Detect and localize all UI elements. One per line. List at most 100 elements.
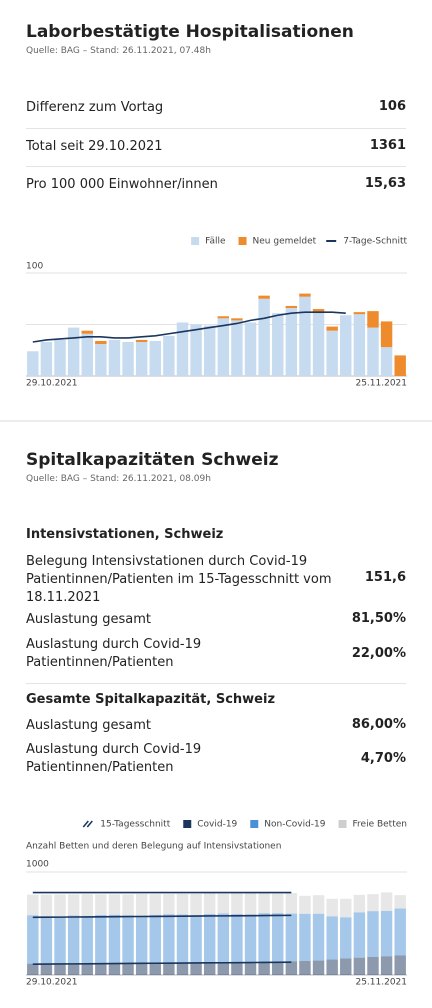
- bar: [285, 913, 298, 962]
- bar: [40, 342, 53, 376]
- bar: [203, 325, 216, 376]
- bar: [312, 895, 325, 914]
- row-label: Differenz zum Vortag: [26, 100, 164, 115]
- x-tick-label: 29.10.2021: [26, 978, 78, 988]
- separator: [26, 166, 406, 167]
- bar: [40, 963, 53, 975]
- bar: [231, 893, 243, 915]
- legend-label: Non-Covid-19: [264, 820, 325, 830]
- bar: [190, 893, 202, 916]
- line: [32, 914, 292, 919]
- bar: [135, 962, 148, 975]
- bar: [231, 962, 243, 975]
- row-label: Auslastung durch Covid-19 Patientinnen/P…: [26, 637, 202, 670]
- legend-label: Fälle: [205, 237, 226, 247]
- bar: [394, 908, 406, 956]
- row-value: 15,63: [364, 176, 406, 191]
- bar: [27, 915, 39, 964]
- bar: [122, 894, 134, 916]
- chart: Anzahl Betten und deren Belegung auf Int…: [26, 820, 407, 988]
- bar: [380, 321, 393, 348]
- bar: [163, 335, 175, 376]
- row-label: Auslastung durch Covid-19 Patientinnen/P…: [26, 742, 202, 775]
- bar: [244, 893, 257, 915]
- bar: [217, 318, 230, 376]
- legend-label: Freie Betten: [353, 820, 407, 830]
- bar: [149, 914, 161, 963]
- bar: [299, 895, 311, 914]
- bar: [135, 894, 148, 916]
- legend-label: 7-Tage-Schnitt: [343, 237, 407, 247]
- bar: [81, 915, 93, 964]
- bar: [203, 962, 216, 975]
- bar: [353, 912, 366, 958]
- bar: [54, 339, 66, 376]
- section-title: Spitalkapazitäten Schweiz: [26, 450, 279, 470]
- bar: [380, 347, 393, 376]
- source: Quelle: BAG – Stand: 26.11.2021, 08.09h: [26, 474, 211, 484]
- bar: [135, 342, 148, 376]
- bar: [190, 915, 202, 963]
- bar: [176, 322, 189, 376]
- bar: [326, 898, 338, 917]
- group-heading: Intensivstationen, Schweiz: [26, 527, 224, 542]
- bar: [272, 913, 284, 962]
- bar: [394, 355, 406, 376]
- legend-label: Neu gemeldet: [253, 237, 317, 247]
- bar: [299, 296, 311, 376]
- x-tick-label: 29.10.2021: [26, 379, 78, 389]
- row-value: 22,00%: [351, 646, 406, 661]
- legend-swatch: [338, 820, 347, 828]
- bar: [108, 894, 121, 915]
- source: Quelle: BAG – Stand: 26.11.2021, 07.48h: [26, 46, 211, 56]
- legend-swatch: [183, 820, 192, 828]
- bar: [163, 914, 175, 963]
- bar: [108, 914, 121, 964]
- bar: [203, 893, 216, 915]
- separator: [26, 683, 406, 684]
- bar: [67, 327, 80, 376]
- bar: [95, 914, 107, 964]
- bar: [380, 910, 393, 957]
- bar: [231, 914, 243, 963]
- bar: [217, 962, 230, 975]
- bar: [394, 895, 406, 909]
- bar: [95, 963, 107, 975]
- bar: [81, 333, 93, 376]
- bar: [95, 340, 107, 345]
- row-value: 151,6: [364, 570, 406, 585]
- chart: 100 29.10.2021 25.11.2021 7-Tage-Schnitt Neu…: [26, 237, 407, 389]
- bar: [81, 330, 93, 334]
- bar: [272, 893, 284, 914]
- bar: [340, 898, 352, 918]
- legend-icon: [82, 820, 89, 828]
- line: [32, 961, 292, 965]
- bar: [244, 961, 257, 975]
- bar: [299, 913, 311, 961]
- bar: [394, 955, 406, 975]
- bar: [244, 322, 257, 376]
- bar: [176, 914, 189, 963]
- bar: [135, 915, 148, 963]
- bar: [326, 326, 338, 331]
- bar: [95, 344, 107, 376]
- bar: [285, 893, 298, 914]
- bar: [67, 894, 80, 916]
- x-tick-label: 25.11.2021: [355, 978, 407, 988]
- bar: [244, 914, 257, 962]
- bar: [190, 324, 202, 376]
- legend-icon: [86, 820, 93, 828]
- bar: [40, 894, 53, 917]
- row-value: 4,70%: [360, 751, 406, 766]
- bar: [217, 316, 230, 319]
- group-heading: Gesamte Spitalkapazität, Schweiz: [26, 692, 276, 707]
- bar: [176, 962, 189, 975]
- bar: [190, 962, 202, 975]
- bar: [340, 917, 352, 959]
- bar: [312, 309, 325, 314]
- bar: [353, 894, 366, 913]
- legend-swatch: [238, 237, 247, 245]
- bar: [380, 956, 393, 975]
- bar: [149, 962, 161, 975]
